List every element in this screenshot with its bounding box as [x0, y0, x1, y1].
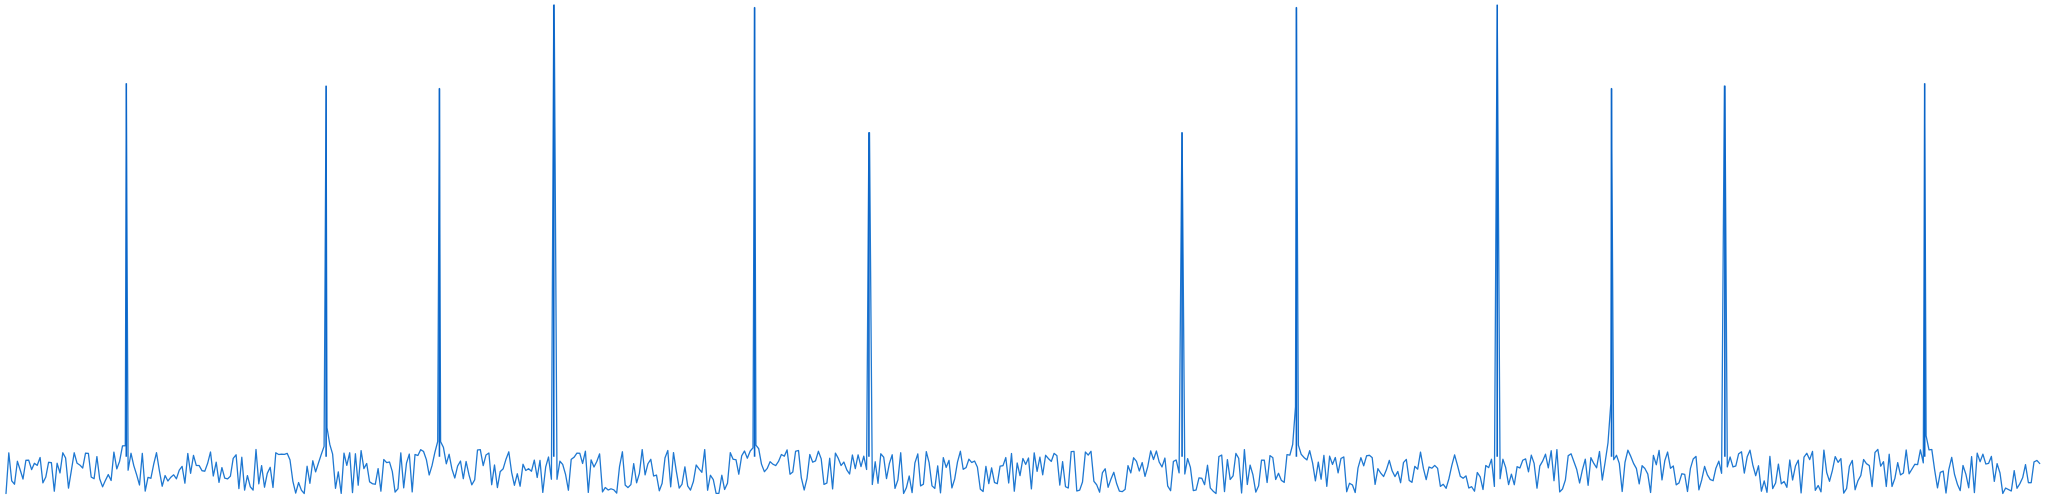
series-layer — [5, 4, 2041, 495]
signal-series-line — [5, 4, 2041, 495]
peak-layer — [125, 5, 1926, 457]
